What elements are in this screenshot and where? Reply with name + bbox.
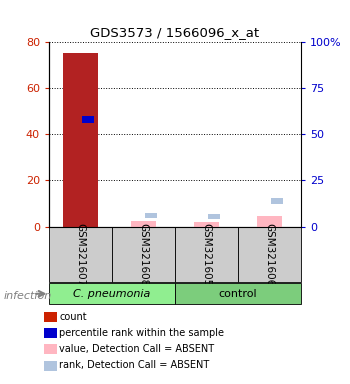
Text: count: count — [60, 312, 87, 322]
Bar — [238, 227, 301, 282]
Bar — [131, 222, 156, 227]
Text: C. pneumonia: C. pneumonia — [73, 289, 151, 299]
Bar — [194, 222, 219, 227]
Bar — [63, 53, 98, 227]
Bar — [49, 227, 112, 282]
Text: GSM321606: GSM321606 — [265, 223, 274, 286]
Bar — [175, 283, 301, 304]
Bar — [145, 213, 157, 218]
Text: value, Detection Call = ABSENT: value, Detection Call = ABSENT — [60, 344, 215, 354]
Text: GDS3573 / 1566096_x_at: GDS3573 / 1566096_x_at — [90, 26, 260, 39]
Bar — [112, 227, 175, 282]
Text: infection: infection — [4, 291, 52, 301]
Text: control: control — [219, 289, 257, 299]
Text: rank, Detection Call = ABSENT: rank, Detection Call = ABSENT — [60, 360, 210, 370]
Text: GSM321605: GSM321605 — [202, 223, 211, 286]
Bar — [257, 216, 282, 227]
Bar — [208, 214, 220, 219]
Bar — [49, 283, 175, 304]
Bar — [175, 227, 238, 282]
Text: percentile rank within the sample: percentile rank within the sample — [60, 328, 224, 338]
Bar — [82, 116, 94, 123]
Text: GSM321607: GSM321607 — [76, 223, 85, 286]
Bar — [271, 198, 283, 204]
Text: GSM321608: GSM321608 — [139, 223, 148, 286]
